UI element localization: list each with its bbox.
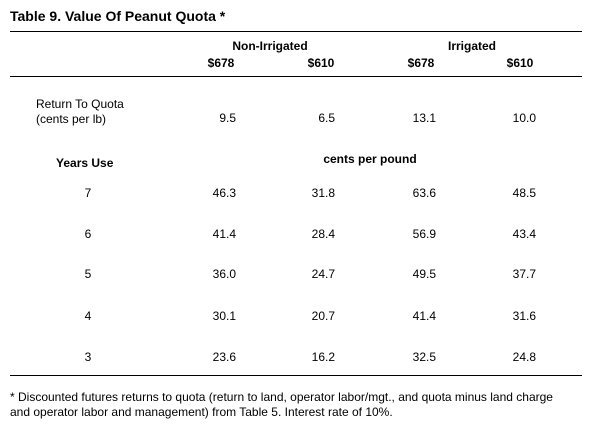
return-value: 6.5: [318, 111, 335, 125]
years-use-header: Years Use: [56, 156, 114, 170]
value-cell: 43.4: [512, 227, 536, 241]
value-cell: 31.8: [311, 186, 335, 200]
value-cell: 24.8: [512, 350, 536, 364]
return-label-line2: (cents per lb): [36, 112, 107, 126]
value-cell: 24.7: [311, 267, 335, 281]
value-cell: 32.5: [412, 350, 436, 364]
year-cell: 4: [84, 309, 92, 323]
return-value: 13.1: [412, 111, 436, 125]
return-value: 10.0: [512, 111, 536, 125]
value-cell: 16.2: [311, 350, 335, 364]
column-header: $678: [407, 56, 435, 70]
year-cell: 7: [84, 186, 92, 200]
footnote: * Discounted futures returns to quota (r…: [10, 390, 553, 419]
value-cell: 48.5: [512, 186, 536, 200]
value-cell: 28.4: [311, 227, 335, 241]
value-cell: 63.6: [412, 186, 436, 200]
return-value: 9.5: [219, 111, 236, 125]
year-cell: 6: [84, 227, 92, 241]
column-header: $678: [207, 56, 235, 70]
header-rule: [10, 76, 582, 77]
year-cell: 3: [84, 350, 92, 364]
group-irrigated: Irrigated: [447, 39, 497, 53]
return-label-line1: Return To Quota: [36, 97, 124, 111]
value-cell: 30.1: [212, 309, 236, 323]
value-cell: 23.6: [212, 350, 236, 364]
column-header: $610: [307, 56, 335, 70]
value-cell: 56.9: [412, 227, 436, 241]
units-header: cents per pound: [323, 152, 417, 166]
value-cell: 46.3: [212, 186, 236, 200]
value-cell: 37.7: [512, 267, 536, 281]
value-cell: 36.0: [212, 267, 236, 281]
value-cell: 41.4: [212, 227, 236, 241]
year-cell: 5: [84, 267, 92, 281]
value-cell: 49.5: [412, 267, 436, 281]
top-rule: [10, 31, 582, 32]
group-non-irrigated: Non-Irrigated: [232, 39, 308, 53]
value-cell: 41.4: [412, 309, 436, 323]
bottom-rule: [10, 375, 582, 376]
table-title: Table 9. Value Of Peanut Quota *: [10, 8, 226, 24]
column-header: $610: [506, 56, 534, 70]
value-cell: 31.6: [512, 309, 536, 323]
value-cell: 20.7: [311, 309, 335, 323]
